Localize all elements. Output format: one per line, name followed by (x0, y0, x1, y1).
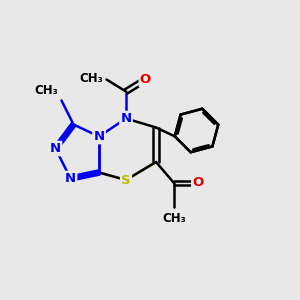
Text: N: N (50, 142, 61, 155)
Text: CH₃: CH₃ (162, 212, 186, 224)
Text: O: O (192, 176, 204, 190)
Text: S: S (121, 173, 131, 187)
Text: O: O (140, 73, 151, 86)
Text: N: N (93, 130, 105, 143)
Text: N: N (65, 172, 76, 185)
Text: N: N (120, 112, 132, 125)
Text: CH₃: CH₃ (35, 85, 58, 98)
Text: CH₃: CH₃ (80, 71, 104, 85)
